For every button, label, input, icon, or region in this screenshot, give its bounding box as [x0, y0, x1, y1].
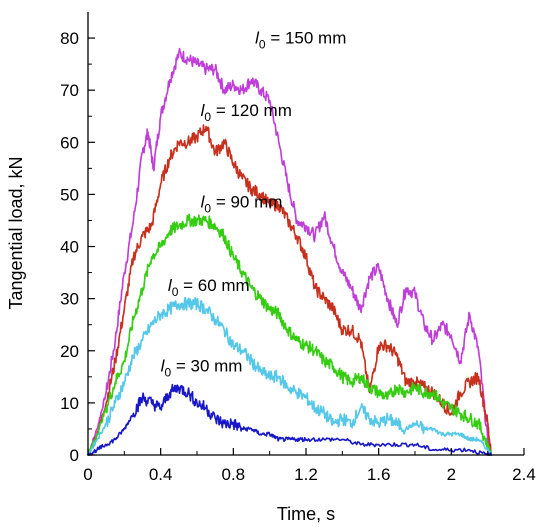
y-tick-label: 10	[60, 394, 79, 413]
x-tick-label: 1.2	[294, 465, 318, 484]
series-labels: l0 = 150 mm l0 = 120 mm l0 = 90 mm l0 = 60 …	[161, 28, 347, 379]
x-tick-label: 1.6	[367, 465, 391, 484]
series-halo-1	[87, 124, 493, 456]
x-tick-label: 0.8	[222, 465, 246, 484]
series-halo-3	[87, 296, 493, 456]
x-tick-label: 2	[447, 465, 456, 484]
series-label-4: l0 = 30 mm	[161, 357, 243, 380]
series-line-0	[87, 47, 493, 456]
y-tick-label: 70	[60, 81, 79, 100]
y-tick-label: 80	[60, 29, 79, 48]
series-line-3	[87, 296, 493, 456]
series-line-4	[87, 383, 493, 456]
series-layer	[87, 47, 493, 456]
x-tick-label: 0.4	[149, 465, 173, 484]
series-0	[87, 47, 493, 456]
ticks-layer: 0 10 20 30 40 50 60 70 80 0 0.4 0.8 1.2 1.6 2 2.4	[60, 29, 536, 484]
x-tick-label: 0	[83, 465, 92, 484]
axes-layer	[87, 12, 524, 456]
y-tick-label: 40	[60, 238, 79, 257]
x-axis-title: Time, s	[277, 504, 335, 524]
series-label-1: l0 = 120 mm	[201, 101, 292, 124]
series-4	[87, 383, 493, 456]
series-label-2: l0 = 90 mm	[201, 192, 283, 215]
y-tick-label: 0	[70, 446, 79, 465]
x-tick-label: 2.4	[512, 465, 536, 484]
series-label-0: l0 = 150 mm	[255, 28, 346, 51]
series-3	[87, 296, 493, 456]
y-tick-label: 20	[60, 342, 79, 361]
y-tick-label: 30	[60, 290, 79, 309]
y-tick-label: 50	[60, 185, 79, 204]
y-axis-title: Tangential load, kN	[6, 156, 26, 309]
series-line-2	[87, 213, 493, 456]
series-1	[87, 124, 493, 456]
series-line-1	[87, 124, 493, 456]
series-2	[87, 213, 493, 456]
series-label-3: l0 = 60 mm	[168, 276, 250, 299]
y-tick-label: 60	[60, 133, 79, 152]
